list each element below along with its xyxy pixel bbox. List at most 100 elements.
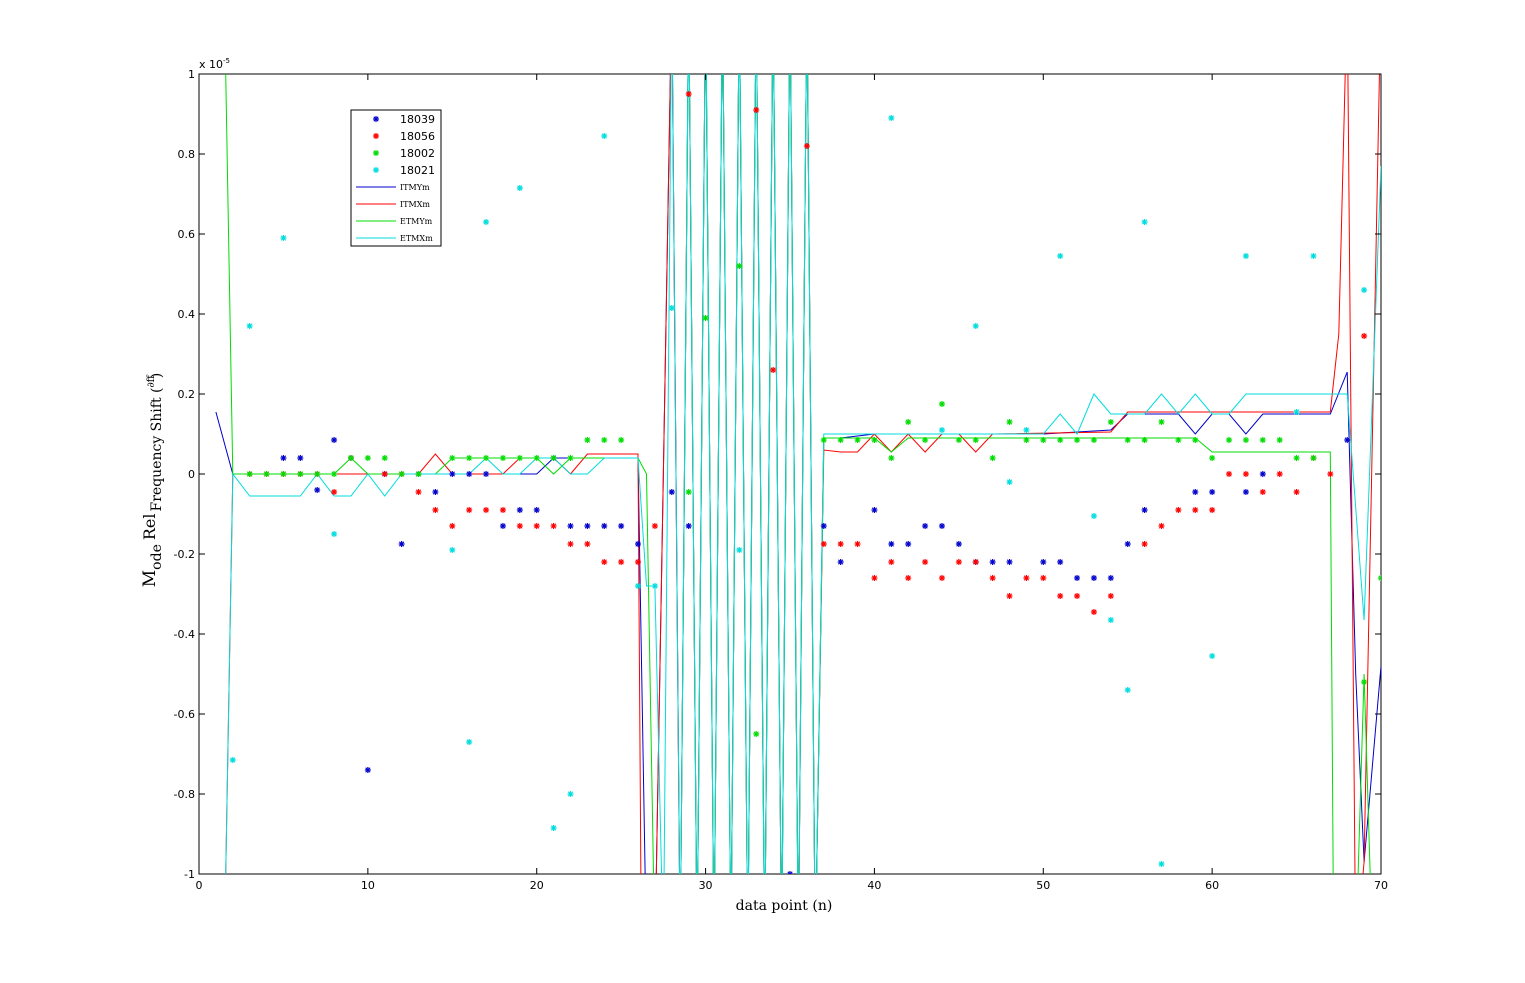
data-point-18039 [280,455,287,461]
data-point-18039 [837,559,844,565]
data-point-18056 [854,541,861,547]
data-point-18002 [955,437,962,443]
data-point-18056 [1040,575,1047,581]
data-point-18002 [1293,455,1300,461]
data-point-18021 [483,219,490,225]
data-point-18002 [1242,437,1249,443]
data-point-18056 [381,471,388,477]
data-point-18056 [1327,471,1334,477]
data-point-18056 [331,489,338,495]
data-point-18002 [1006,419,1013,425]
data-point-18039 [1192,489,1199,495]
data-point-18021 [736,547,743,553]
data-point-18056 [466,507,473,513]
data-point-18056 [922,559,929,565]
data-point-18021 [972,323,979,329]
data-point-18039 [516,507,523,513]
data-point-18056 [1293,489,1300,495]
data-point-18021 [1293,409,1300,415]
data-point-18002 [1361,679,1368,685]
data-point-18056 [1175,507,1182,513]
data-point-18056 [1361,333,1368,339]
data-point-18021 [1310,253,1317,259]
data-point-18039 [787,871,793,874]
data-point-18002 [871,437,878,443]
y-axis-title-ode: ode [149,544,165,570]
data-point-18039 [584,523,591,529]
data-point-18039 [297,455,304,461]
data-point-18002 [1141,437,1148,443]
data-point-18056 [1276,471,1283,477]
data-point-18021 [1057,253,1064,259]
legend: 18039 18056 18002 18021 ITMYm ITMXm ETMYm ETMXm [350,109,442,247]
data-point-18039 [499,523,506,529]
data-point-18021 [651,583,658,589]
data-point-18002 [280,471,287,477]
legend-label: 18002 [400,147,435,160]
data-point-18039 [1259,471,1266,477]
data-point-18039 [905,541,912,547]
data-point-18002 [516,455,523,461]
data-point-18056 [567,541,574,547]
data-point-18002 [972,437,979,443]
data-point-18021 [466,739,473,745]
data-point-18056 [1226,471,1233,477]
data-point-18056 [1107,593,1114,599]
y-tick-label: 0.2 [178,388,196,401]
data-point-18021 [567,791,574,797]
data-point-18039 [820,523,827,529]
data-point-18056 [1141,541,1148,547]
data-point-18056 [1074,593,1081,599]
data-point-18039 [922,523,929,529]
data-point-18002 [364,455,371,461]
data-point-18002 [1124,437,1131,443]
data-point-18056 [955,559,962,565]
data-point-18039 [567,523,574,529]
data-point-18039 [1107,575,1114,581]
x-tick-label: 50 [1036,879,1050,892]
data-point-18002 [483,455,490,461]
data-point-18021 [938,427,945,433]
data-point-18039 [871,507,878,513]
y-exponent-base: x 10 [199,58,223,71]
legend-label: ETMYm [400,217,433,226]
data-point-18002 [1158,419,1165,425]
data-point-18056 [499,507,506,513]
legend-box [350,109,442,247]
data-point-18002 [1209,455,1216,461]
data-point-18039 [364,767,371,773]
data-point-18002 [1276,437,1283,443]
data-point-18056 [1242,471,1249,477]
data-point-18056 [432,507,439,513]
svg-text:ModeRelFrequency Shift (∂ff): ModeRelFrequency Shift (∂ff) [140,373,165,587]
data-point-18021 [1023,427,1030,433]
data-point-18056 [972,559,979,565]
y-tick-label: -0.8 [174,788,195,801]
data-point-18021 [516,185,523,191]
data-point-18056 [888,559,895,565]
data-point-18002 [246,471,253,477]
data-point-18021 [635,583,642,589]
data-point-18039 [1006,559,1013,565]
y-tick-label: -0.2 [174,548,195,561]
data-point-18056 [533,523,540,529]
y-tick-label: 0.4 [178,308,196,321]
data-point-18021 [550,825,557,831]
data-point-18021 [1006,479,1013,485]
data-point-18002 [888,455,895,461]
legend-label: 18039 [400,113,435,126]
legend-label: ITMYm [400,183,430,192]
data-point-18039 [1074,575,1081,581]
data-point-18056 [1023,575,1030,581]
y-axis-title-m: M [140,570,160,587]
x-tick-label: 0 [196,879,203,892]
data-point-18002 [736,263,743,269]
data-point-18021 [888,115,895,121]
y-tick-label: -1 [184,868,195,881]
data-point-18021 [1242,253,1249,259]
data-point-18002 [618,437,625,443]
data-point-18021 [229,757,236,763]
data-point-18056 [651,523,658,529]
data-point-18039 [1141,507,1148,513]
